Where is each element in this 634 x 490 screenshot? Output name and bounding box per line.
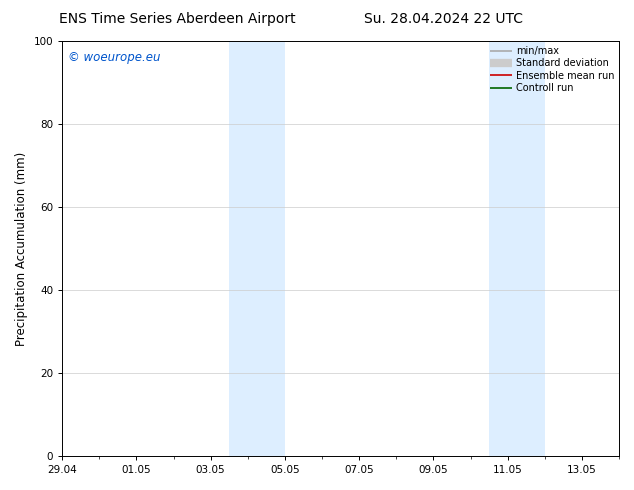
Text: Su. 28.04.2024 22 UTC: Su. 28.04.2024 22 UTC [365, 12, 523, 26]
Bar [230, 41, 285, 456]
Legend: min/max, Standard deviation, Ensemble mean run, Controll run: min/max, Standard deviation, Ensemble me… [488, 44, 616, 95]
Y-axis label: Precipitation Accumulation (mm): Precipitation Accumulation (mm) [15, 151, 28, 345]
Text: © woeurope.eu: © woeurope.eu [68, 51, 160, 64]
Text: ENS Time Series Aberdeen Airport: ENS Time Series Aberdeen Airport [59, 12, 296, 26]
Bar [489, 41, 545, 456]
